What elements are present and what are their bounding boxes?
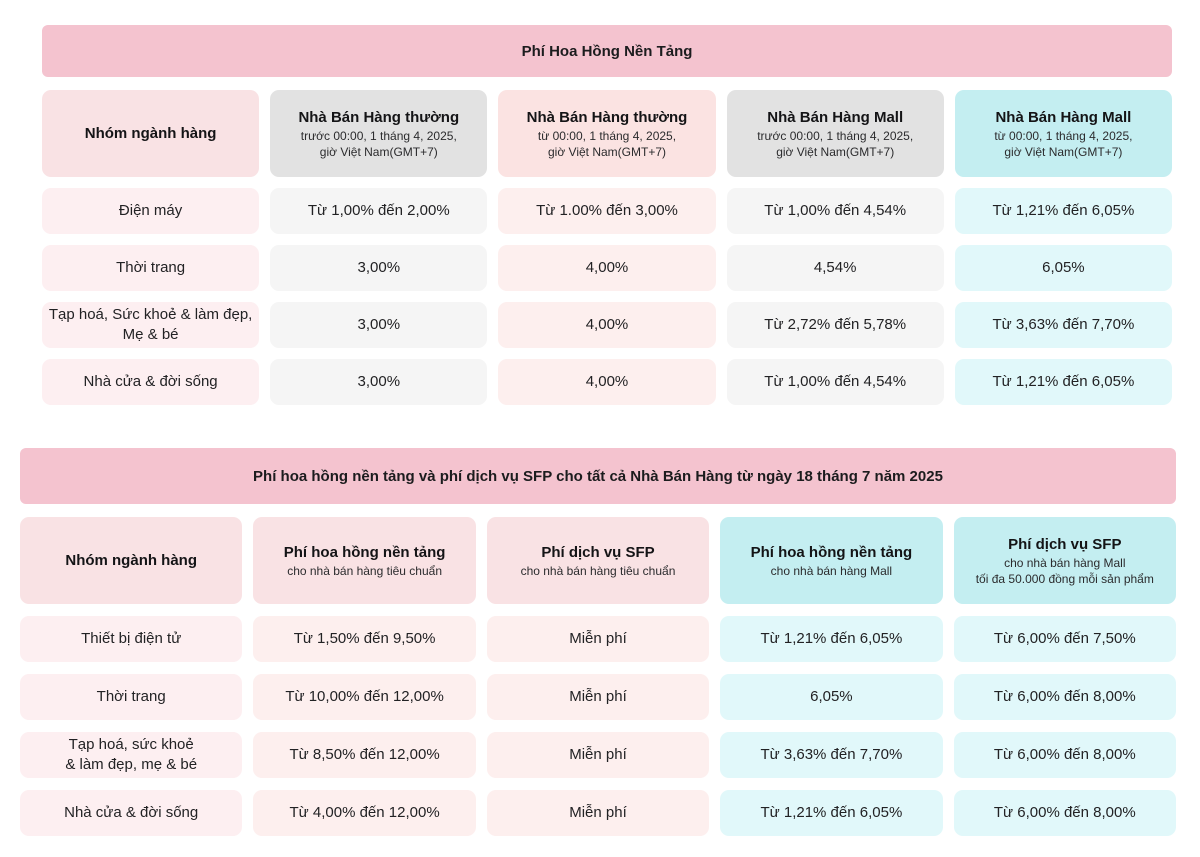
value-cell: Từ 6,00% đến 8,00% — [953, 790, 1176, 836]
table1-row-tap-hoa: Tạp hoá, Sức khoẻ & làm đẹp, Mẹ & bé 3,0… — [42, 302, 1172, 348]
table2-row-tap-hoa: Tạp hoá, sức khoẻ & làm đẹp, mẹ & bé Từ … — [20, 732, 1176, 778]
value-cell: Từ 1,21% đến 6,05% — [954, 188, 1172, 234]
header-subtitle: từ 00:00, 1 tháng 4, 2025, — [994, 128, 1133, 143]
table2-row-thoi-trang: Thời trang Từ 10,00% đến 12,00% Miễn phí… — [20, 674, 1176, 720]
header-title: Phí hoa hồng nền tảng — [283, 543, 446, 561]
value-cell: 3,00% — [270, 245, 488, 291]
value-cell: Từ 1,00% đến 2,00% — [270, 188, 488, 234]
platform-commission-table: Phí Hoa Hồng Nền Tảng Nhóm ngành hàng Nh… — [42, 25, 1172, 416]
value-cell: Từ 6,00% đến 7,50% — [953, 616, 1176, 662]
table2-header-row: Nhóm ngành hàng Phí hoa hồng nền tảng ch… — [20, 517, 1176, 604]
header-title: Nhà Bán Hàng Mall — [767, 108, 904, 126]
category-cell: Điện máy — [42, 188, 260, 234]
header-subtitle: giờ Việt Nam(GMT+7) — [1004, 144, 1123, 159]
value-cell: 4,54% — [726, 245, 944, 291]
category-cell: Nhà cửa & đời sống — [42, 359, 260, 405]
value-cell: Miễn phí — [486, 674, 710, 720]
header-subtitle: cho nhà bán hàng tiêu chuẩn — [520, 563, 676, 578]
value-cell: Từ 1.00% đến 3,00% — [498, 188, 716, 234]
value-cell: Từ 1,00% đến 4,54% — [726, 188, 944, 234]
category-cell: Nhà cửa & đời sống — [20, 790, 243, 836]
header-subtitle: từ 00:00, 1 tháng 4, 2025, — [537, 128, 677, 143]
table2-header-commission-standard: Phí hoa hồng nền tảng cho nhà bán hàng t… — [253, 517, 476, 604]
table1-row-dien-may: Điện máy Từ 1,00% đến 2,00% Từ 1.00% đến… — [42, 188, 1172, 234]
header-subtitle: trước 00:00, 1 tháng 4, 2025, — [757, 128, 914, 143]
table1-title-banner: Phí Hoa Hồng Nền Tảng — [42, 25, 1172, 77]
table1-header-seller-normal-after: Nhà Bán Hàng thường từ 00:00, 1 tháng 4,… — [498, 90, 716, 177]
category-cell: Tạp hoá, Sức khoẻ & làm đẹp, Mẹ & bé — [42, 302, 260, 348]
table1-row-thoi-trang: Thời trang 3,00% 4,00% 4,54% 6,05% — [42, 245, 1172, 291]
category-cell: Thời trang — [42, 245, 260, 291]
value-cell: 4,00% — [498, 302, 716, 348]
value-cell: 6,05% — [954, 245, 1172, 291]
header-subtitle: giờ Việt Nam(GMT+7) — [547, 144, 666, 159]
header-title: Nhóm ngành hàng — [84, 124, 217, 142]
table1-title: Phí Hoa Hồng Nền Tảng — [521, 42, 693, 60]
table2-row-thiet-bi-dien-tu: Thiết bị điện tử Từ 1,50% đến 9,50% Miễn… — [20, 616, 1176, 662]
value-cell: Từ 6,00% đến 8,00% — [953, 674, 1176, 720]
header-title: Nhà Bán Hàng Mall — [995, 108, 1132, 126]
category-cell: Tạp hoá, sức khoẻ & làm đẹp, mẹ & bé — [20, 732, 243, 778]
value-cell: Từ 3,63% đến 7,70% — [954, 302, 1172, 348]
value-cell: Từ 1,21% đến 6,05% — [720, 616, 943, 662]
header-subtitle: giờ Việt Nam(GMT+7) — [319, 144, 438, 159]
table1-header-row: Nhóm ngành hàng Nhà Bán Hàng thường trướ… — [42, 90, 1172, 177]
table1-header-seller-normal-before: Nhà Bán Hàng thường trước 00:00, 1 tháng… — [270, 90, 488, 177]
table2-header-sfp-mall: Phí dịch vụ SFP cho nhà bán hàng Mall tố… — [953, 517, 1176, 604]
table1-header-category: Nhóm ngành hàng — [42, 90, 260, 177]
table1-header-seller-mall-before: Nhà Bán Hàng Mall trước 00:00, 1 tháng 4… — [726, 90, 944, 177]
header-title: Nhà Bán Hàng thường — [526, 108, 688, 126]
header-subtitle: cho nhà bán hàng Mall — [1004, 555, 1126, 570]
value-cell: 3,00% — [270, 302, 488, 348]
value-cell: Từ 1,00% đến 4,54% — [726, 359, 944, 405]
value-cell: 6,05% — [720, 674, 943, 720]
value-cell: Từ 10,00% đến 12,00% — [253, 674, 476, 720]
value-cell: Từ 1,21% đến 6,05% — [720, 790, 943, 836]
value-cell: Miễn phí — [486, 732, 710, 778]
table2-title: Phí hoa hồng nền tảng và phí dịch vụ SFP… — [253, 467, 943, 485]
category-cell: Thiết bị điện tử — [20, 616, 243, 662]
table2-row-nha-cua: Nhà cửa & đời sống Từ 4,00% đến 12,00% M… — [20, 790, 1176, 836]
header-title: Nhóm ngành hàng — [65, 551, 198, 569]
header-title: Phí dịch vụ SFP — [1008, 535, 1122, 553]
table2-header-sfp-standard: Phí dịch vụ SFP cho nhà bán hàng tiêu ch… — [486, 517, 710, 604]
value-cell: 4,00% — [498, 245, 716, 291]
value-cell: Miễn phí — [486, 790, 710, 836]
value-cell: Từ 8,50% đến 12,00% — [253, 732, 476, 778]
category-cell: Thời trang — [20, 674, 243, 720]
table1-row-nha-cua: Nhà cửa & đời sống 3,00% 4,00% Từ 1,00% … — [42, 359, 1172, 405]
header-title: Phí dịch vụ SFP — [541, 543, 655, 561]
table2-header-category: Nhóm ngành hàng — [20, 517, 243, 604]
header-title: Nhà Bán Hàng thường — [298, 108, 460, 126]
header-subtitle: cho nhà bán hàng Mall — [770, 563, 893, 578]
value-cell: Từ 4,00% đến 12,00% — [253, 790, 476, 836]
table2-title-banner: Phí hoa hồng nền tảng và phí dịch vụ SFP… — [20, 448, 1176, 504]
value-cell: Từ 1,50% đến 9,50% — [253, 616, 476, 662]
header-subtitle: tối đa 50.000 đồng mỗi sản phẩm — [975, 571, 1154, 586]
value-cell: 3,00% — [270, 359, 488, 405]
header-title: Phí hoa hồng nền tảng — [750, 543, 913, 561]
header-subtitle: cho nhà bán hàng tiêu chuẩn — [287, 563, 442, 578]
header-subtitle: trước 00:00, 1 tháng 4, 2025, — [300, 128, 457, 143]
value-cell: Từ 6,00% đến 8,00% — [953, 732, 1176, 778]
value-cell: Miễn phí — [486, 616, 710, 662]
table1-header-seller-mall-after: Nhà Bán Hàng Mall từ 00:00, 1 tháng 4, 2… — [954, 90, 1172, 177]
sfp-commission-table: Phí hoa hồng nền tảng và phí dịch vụ SFP… — [20, 448, 1176, 848]
header-subtitle: giờ Việt Nam(GMT+7) — [776, 144, 895, 159]
value-cell: Từ 2,72% đến 5,78% — [726, 302, 944, 348]
table2-header-commission-mall: Phí hoa hồng nền tảng cho nhà bán hàng M… — [720, 517, 943, 604]
value-cell: Từ 3,63% đến 7,70% — [720, 732, 943, 778]
value-cell: 4,00% — [498, 359, 716, 405]
value-cell: Từ 1,21% đến 6,05% — [954, 359, 1172, 405]
